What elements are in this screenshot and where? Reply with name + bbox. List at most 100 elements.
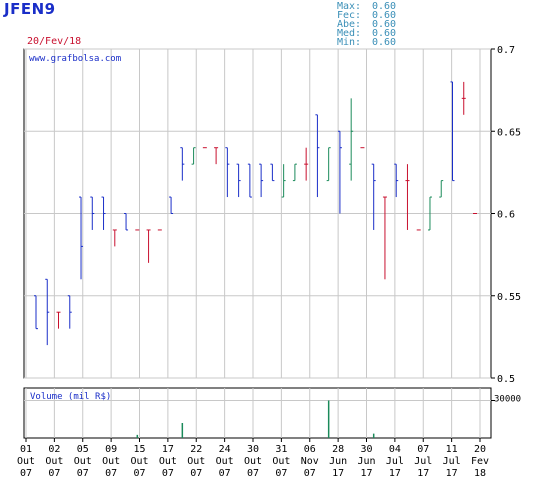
ohlc-bar — [394, 163, 399, 198]
ohlc-bar — [450, 81, 455, 182]
stat-min: Min: 0.60 — [337, 37, 397, 48]
ohlc-bar — [67, 295, 72, 329]
ohlc-bar — [270, 163, 275, 182]
ohlc-bar — [405, 164, 410, 230]
x-tick-day-label: 30 — [360, 444, 372, 455]
stat-max: Max: 0.60 — [337, 1, 397, 12]
x-tick-period-label: Out — [187, 456, 205, 467]
ohlc-bar — [281, 164, 286, 198]
x-tick-period-label: Jul — [386, 456, 404, 467]
x-tick-period-label: Jun — [357, 456, 375, 467]
stat-close-value: 0.60 — [372, 10, 397, 21]
ohlc-bar — [225, 147, 230, 198]
ohlc-series — [34, 81, 477, 346]
stat-avg: Med: 0.60 — [337, 28, 397, 39]
ohlc-bar — [382, 196, 387, 280]
stat-avg-value: 0.60 — [372, 28, 397, 39]
ohlc-bar — [247, 163, 252, 198]
ohlc-bar — [124, 213, 129, 231]
x-tick-period-label: Jul — [414, 456, 432, 467]
x-tick-period-label: Out — [244, 456, 262, 467]
grid-lines — [24, 48, 491, 438]
stat-max-label: Max: — [337, 1, 362, 12]
x-tick-year-label: 07 — [20, 468, 32, 479]
x-tick-day-label: 30 — [247, 444, 259, 455]
ohlc-bar — [427, 196, 432, 231]
x-tick-year-label: 07 — [162, 468, 174, 479]
x-tick-day-label: 11 — [446, 444, 458, 455]
x-tick-year-label: 17 — [446, 468, 458, 479]
x-tick-period-label: Out — [102, 456, 120, 467]
ohlc-bar — [292, 163, 297, 182]
stat-open: Abe: 0.60 — [337, 19, 397, 30]
x-tick-day-label: 31 — [275, 444, 287, 455]
x-tick-period-label: Out — [159, 456, 177, 467]
ohlc-bar — [90, 196, 95, 230]
x-tick-year-label: 17 — [417, 468, 429, 479]
ohlc-bar — [461, 81, 466, 115]
ohlc-bar — [146, 229, 151, 263]
x-tick-year-label: 18 — [474, 468, 486, 479]
x-tick-period-label: Fev — [471, 456, 489, 467]
stat-avg-label: Med: — [337, 28, 362, 39]
ohlc-bar — [169, 196, 174, 214]
ohlc-bar — [112, 229, 117, 247]
quote-date: 20/Fev/18 — [27, 36, 82, 47]
watermark: www.grafbolsa.com — [29, 54, 121, 64]
volume-y-axis: 30000 — [491, 395, 521, 405]
x-tick-day-label: 01 — [20, 444, 32, 455]
x-tick-day-label: 28 — [332, 444, 344, 455]
x-tick-year-label: 07 — [77, 468, 89, 479]
ohlc-bar — [326, 147, 331, 182]
ohlc-bar — [191, 147, 196, 165]
x-tick-day-label: 06 — [304, 444, 316, 455]
stat-open-value: 0.60 — [372, 19, 397, 30]
volume-series — [136, 400, 375, 438]
price-y-tick-label: 0.6 — [497, 210, 515, 221]
ohlc-bar — [337, 130, 342, 214]
x-tick-day-label: 20 — [474, 444, 486, 455]
x-tick-period-label: Out — [272, 456, 290, 467]
x-tick-year-label: 07 — [219, 468, 231, 479]
price-y-tick-label: 0.55 — [497, 292, 521, 303]
x-tick-period-label: Out — [17, 456, 35, 467]
stat-min-label: Min: — [337, 37, 362, 48]
x-tick-period-label: Out — [45, 456, 63, 467]
ohlc-bar — [439, 180, 444, 198]
x-tick-period-label: Jul — [443, 456, 461, 467]
stat-open-label: Abe: — [337, 19, 362, 30]
x-tick-period-label: Out — [74, 456, 92, 467]
x-tick-day-label: 09 — [105, 444, 117, 455]
x-tick-day-label: 05 — [77, 444, 89, 455]
x-tick-year-label: 07 — [133, 468, 145, 479]
ohlc-bar — [315, 114, 320, 198]
ticker-symbol: JFEN9 — [4, 0, 56, 18]
ohlc-bar — [45, 278, 50, 346]
ohlc-bar — [349, 98, 354, 181]
x-tick-year-label: 17 — [389, 468, 401, 479]
ohlc-bar — [371, 163, 376, 230]
stat-close: Fec: 0.60 — [337, 10, 397, 21]
x-tick-period-label: Out — [216, 456, 234, 467]
x-tick-year-label: 07 — [190, 468, 202, 479]
x-tick-year-label: 17 — [332, 468, 344, 479]
price-y-tick-label: 0.65 — [497, 127, 521, 138]
x-tick-day-label: 17 — [162, 444, 174, 455]
date-x-axis: 01Out0702Out0705Out0709Out0715Out0717Out… — [17, 438, 489, 479]
stat-max-value: 0.60 — [372, 1, 397, 12]
volume-plot-frame — [23, 387, 492, 439]
ohlc-bar — [34, 295, 38, 330]
ohlc-bar — [56, 311, 61, 329]
x-tick-day-label: 24 — [219, 444, 231, 455]
x-tick-day-label: 15 — [133, 444, 145, 455]
price-stats: Max: 0.60 Fec: 0.60 Abe: 0.60 Med: 0.60 Min:… — [337, 1, 397, 48]
ohlc-bar — [236, 163, 241, 198]
ohlc-bar — [304, 147, 309, 181]
x-tick-period-label: Nov — [301, 456, 319, 467]
x-tick-year-label: 07 — [304, 468, 316, 479]
volume-y-tick-label: 30000 — [494, 395, 521, 405]
volume-title: Volume (mil R$) — [30, 392, 111, 402]
stat-min-value: 0.60 — [372, 37, 397, 48]
x-tick-year-label: 07 — [275, 468, 287, 479]
